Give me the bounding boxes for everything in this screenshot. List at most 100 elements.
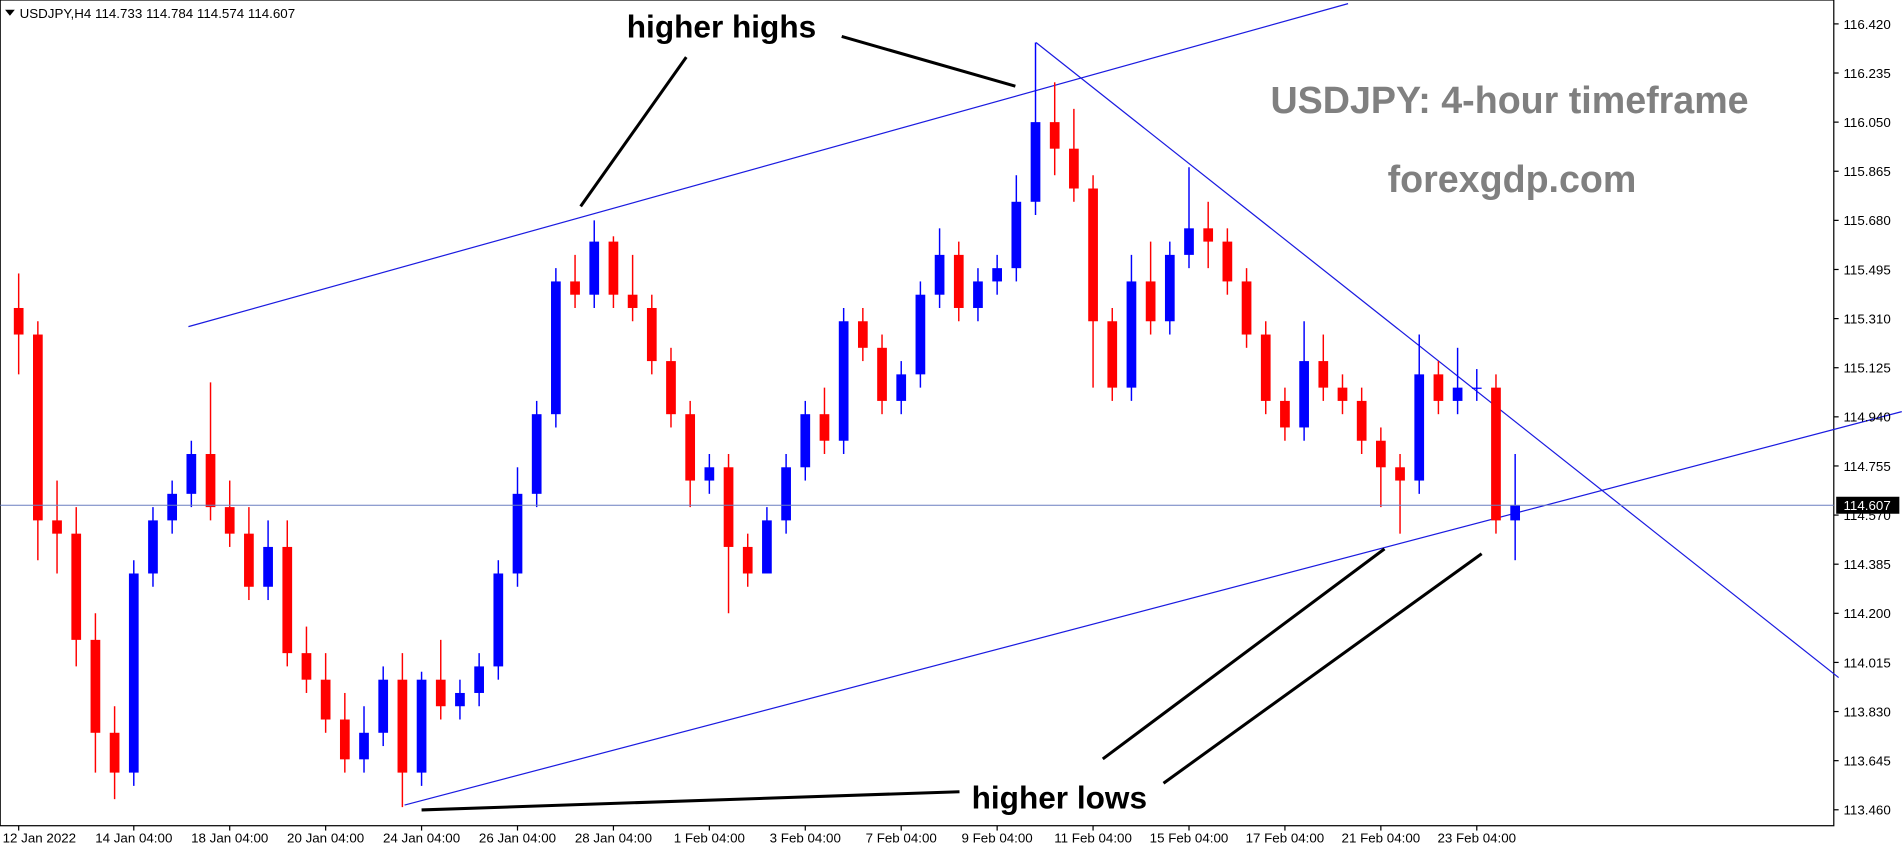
- y-tick-label: 114.385: [1844, 557, 1891, 572]
- y-tick-label: 116.235: [1844, 66, 1891, 81]
- arrow: [579, 56, 688, 208]
- y-tick-label: 115.125: [1844, 361, 1891, 376]
- annotation: higher lows: [972, 780, 1147, 816]
- x-tick-label: 26 Jan 04:00: [479, 831, 556, 846]
- candle-body: [1260, 334, 1271, 401]
- candle-body: [1510, 505, 1521, 521]
- candle-body: [1011, 201, 1022, 269]
- y-tick-label: 115.865: [1844, 164, 1891, 179]
- candle-body: [397, 679, 408, 773]
- candle-body: [493, 573, 504, 667]
- y-tick-label: 113.645: [1844, 754, 1891, 769]
- x-tick-label: 21 Feb 04:00: [1342, 831, 1421, 846]
- y-tick-label: 116.420: [1844, 17, 1891, 32]
- candle-body: [1280, 400, 1290, 428]
- candle-body: [339, 719, 350, 760]
- candle-body: [1145, 281, 1156, 322]
- candle-body: [1471, 387, 1482, 389]
- candle-body: [205, 454, 216, 508]
- candle-body: [570, 281, 580, 295]
- candle-body: [320, 679, 331, 720]
- candle-body: [282, 546, 293, 654]
- descending-line: [1035, 42, 1840, 679]
- candle-body: [896, 374, 907, 401]
- menu-triangle: [5, 9, 15, 16]
- candle-body: [1491, 387, 1501, 521]
- x-tick-label: 24 Jan 04:00: [383, 831, 460, 846]
- x-tick-label: 3 Feb 04:00: [770, 831, 841, 846]
- candle-body: [301, 653, 312, 680]
- candle-body: [1452, 387, 1463, 401]
- watermark: USDJPY: 4-hour timeframe: [1271, 79, 1749, 121]
- candle-body: [244, 533, 254, 587]
- candle-body: [1107, 321, 1118, 388]
- x-tick-label: 15 Feb 04:00: [1150, 831, 1229, 846]
- candle-body: [762, 520, 772, 574]
- arrow: [841, 34, 1016, 88]
- candle-body: [378, 679, 389, 733]
- candle-body: [1203, 228, 1214, 242]
- candle-body: [455, 692, 465, 707]
- lower-channel-line: [404, 411, 1902, 806]
- candle-body: [781, 467, 791, 521]
- candle-body: [1088, 188, 1098, 322]
- candle-body: [52, 520, 62, 534]
- y-tick-label: 116.050: [1844, 115, 1891, 130]
- candle-body: [1049, 122, 1060, 149]
- x-tick-label: 18 Jan 04:00: [191, 831, 268, 846]
- candle-body: [263, 546, 273, 587]
- watermark: forexgdp.com: [1388, 158, 1637, 200]
- y-tick-label: 114.200: [1844, 606, 1891, 621]
- y-tick-label: 114.940: [1844, 410, 1891, 425]
- candle-body: [934, 254, 945, 295]
- price-label-box: [1836, 496, 1900, 514]
- chart-title: USDJPY,H4 114.733 114.784 114.574 114.60…: [20, 6, 296, 21]
- arrow: [1162, 552, 1483, 785]
- x-tick-label: 28 Jan 04:00: [575, 831, 652, 846]
- candle-body: [1433, 374, 1444, 401]
- candle-body: [608, 241, 619, 295]
- trend-lines: [188, 3, 1902, 806]
- x-tick-label: 12 Jan 2022: [3, 831, 76, 846]
- annotation-arrows: [421, 34, 1483, 812]
- upper-channel-line: [188, 3, 1349, 328]
- candle-body: [148, 520, 158, 574]
- candle-body: [992, 268, 1002, 282]
- candle-body: [71, 533, 82, 640]
- candle-body: [819, 414, 830, 441]
- candle-body: [1318, 361, 1329, 388]
- candle-body: [1241, 281, 1252, 335]
- candle-body: [1184, 228, 1194, 255]
- x-tick-label: 20 Jan 04:00: [287, 831, 364, 846]
- price-label: 114.607: [1844, 498, 1891, 513]
- candle-body: [224, 507, 235, 534]
- y-tick-label: 115.680: [1844, 213, 1891, 228]
- candle-body: [109, 732, 120, 773]
- candle-body: [800, 414, 811, 468]
- x-tick-label: 1 Feb 04:00: [674, 831, 745, 846]
- arrow: [421, 790, 960, 812]
- candle-body: [589, 241, 600, 295]
- candle-body: [973, 281, 983, 308]
- candle-body: [838, 321, 849, 441]
- candle-body: [1376, 440, 1386, 468]
- candle-body: [915, 294, 926, 375]
- candle-body: [551, 281, 561, 415]
- x-tick-label: 23 Feb 04:00: [1437, 831, 1516, 846]
- y-tick-label: 114.755: [1844, 459, 1891, 474]
- candle-body: [128, 573, 139, 773]
- y-tick-label: 113.830: [1844, 704, 1891, 719]
- candle-body: [474, 666, 484, 693]
- candle-body: [1030, 122, 1041, 202]
- candle-body: [167, 493, 178, 521]
- candle-body: [1222, 241, 1233, 282]
- candle-body: [953, 254, 964, 308]
- annotation: higher highs: [627, 9, 816, 45]
- y-tick-label: 115.495: [1844, 262, 1891, 277]
- y-tick-label: 114.015: [1844, 655, 1891, 670]
- candle-body: [1299, 361, 1309, 428]
- y-tick-label: 115.310: [1844, 311, 1891, 326]
- candle-body: [1337, 387, 1348, 401]
